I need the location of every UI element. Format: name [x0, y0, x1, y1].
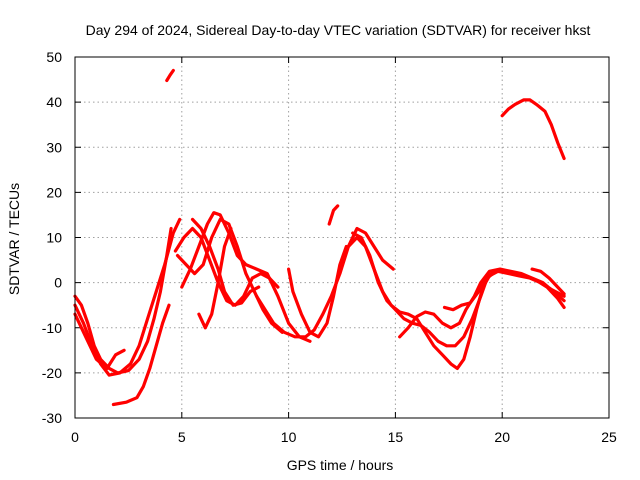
series-arc-11	[255, 226, 395, 339]
y-tick-label: -10	[42, 320, 62, 336]
series-arc-19	[500, 98, 566, 161]
y-tick-label: 20	[46, 184, 62, 200]
x-tick-label: 15	[388, 429, 404, 445]
y-tick-label: 50	[46, 49, 62, 65]
y-tick-label: -30	[42, 410, 62, 426]
y-tick-label: 0	[54, 275, 62, 291]
series-arc-17	[442, 269, 498, 312]
series-layer	[73, 68, 566, 407]
x-axis-label: GPS time / hours	[287, 457, 394, 473]
series-arc-12	[287, 244, 348, 339]
chart-title: Day 294 of 2024, Sidereal Day-to-day VTE…	[86, 22, 591, 38]
series-arc-4	[111, 303, 171, 407]
y-axis-label: SDTVAR / TECUs	[6, 183, 22, 295]
grid-layer	[75, 57, 609, 418]
x-tick-label: 10	[281, 429, 297, 445]
plot-frame	[74, 56, 610, 419]
tick-layer: 0 5 10 15 20 25 -30 -20 -10 0 10 20 30 40 50	[42, 49, 617, 445]
x-tick-label: 0	[71, 429, 79, 445]
series-arc-13	[327, 204, 340, 226]
x-tick-label: 25	[601, 429, 617, 445]
series-arc-2	[73, 217, 182, 377]
y-tick-label: -20	[42, 365, 62, 381]
x-tick-label: 5	[178, 429, 186, 445]
series-arc-9	[190, 217, 261, 307]
series-arc-10	[197, 226, 233, 330]
series-arc-3	[73, 312, 126, 370]
series-arc-6	[173, 226, 280, 307]
x-tick-label: 20	[494, 429, 510, 445]
y-tick-label: 40	[46, 94, 62, 110]
series-arc-7	[175, 217, 284, 334]
series-arc-15	[351, 231, 566, 348]
y-tick-label: 30	[46, 139, 62, 155]
y-tick-label: 10	[46, 230, 62, 246]
series-arc-8	[180, 211, 312, 343]
series-arc-18	[530, 267, 566, 296]
series-arc-5	[165, 68, 175, 83]
